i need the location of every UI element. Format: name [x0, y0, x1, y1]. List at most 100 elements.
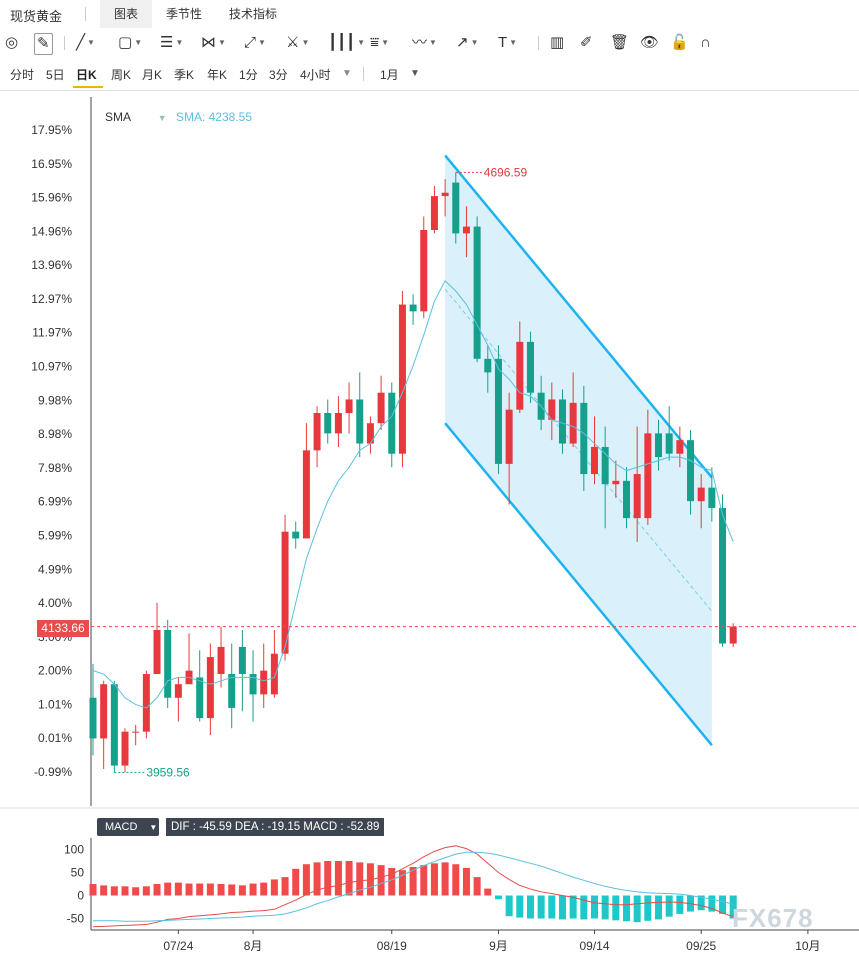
candle-body [441, 192, 449, 197]
candle-body [281, 531, 289, 654]
pattern-tool-icon[interactable]: ⋈ ▼ [201, 34, 226, 51]
eye-icon[interactable]: 👁 [640, 34, 660, 51]
candle-body [452, 182, 460, 234]
macd-bar [473, 877, 481, 896]
y-tick-labels: 17.95% 16.95% 15.96% 14.96% 13.96% 12.97% 11.9… [31, 123, 72, 779]
chart-style-icon[interactable]: ▥ [550, 34, 565, 51]
instrument-title: 现货黄金 [10, 9, 63, 24]
candle-body [324, 413, 332, 434]
tab-seasonality[interactable]: 季节性 [165, 7, 202, 21]
channel-icon[interactable]: ⩸ ▼ [370, 34, 390, 51]
high-price-label: 4696.59 [484, 165, 528, 179]
candle-body [185, 670, 193, 685]
toolbar-divider [64, 36, 65, 50]
pencil-edit-icon[interactable]: ✎ [34, 33, 53, 55]
candle-body [420, 229, 428, 312]
candle-body [505, 409, 513, 464]
macd-bar [665, 895, 673, 917]
range-select[interactable]: 1月 [380, 68, 399, 82]
candle-body [569, 402, 577, 444]
macd-bar [398, 870, 406, 896]
sma-toggle-caret[interactable]: ▼ [157, 113, 167, 123]
channel-lower-line [444, 422, 713, 747]
sma-legend: SMA ▼ SMA: 4238.55 [105, 110, 252, 124]
channel-mid-line [444, 288, 713, 612]
magnet-icon[interactable]: ◎ [5, 34, 19, 51]
period-4hour[interactable]: 4小时 [300, 68, 331, 82]
macd-bar [345, 861, 353, 896]
macd-bar [228, 884, 236, 896]
horizontal-lines-icon[interactable]: ☰ ▼ [160, 34, 184, 51]
magnet-u-icon[interactable]: ∩ [700, 34, 711, 51]
candle-body [633, 474, 641, 519]
macd-bar [292, 868, 300, 896]
macd-bar [334, 861, 342, 896]
period-bar [0, 60, 859, 91]
macd-bar [281, 877, 289, 896]
sma-label[interactable]: SMA [105, 110, 131, 124]
y-tick-label: 8.98% [38, 427, 72, 441]
macd-bar [708, 895, 716, 912]
candle-body [537, 392, 545, 420]
candle-body [377, 392, 385, 424]
period-daily[interactable]: 日K [76, 68, 97, 82]
candle-body [719, 507, 727, 644]
macd-bar [601, 895, 609, 920]
y-tick-label: 6.99% [38, 495, 72, 509]
period-quarterly[interactable]: 季K [174, 68, 195, 82]
candle-body [238, 646, 246, 675]
macd-bar [217, 884, 225, 896]
macd-y-tick: 100 [64, 843, 84, 857]
macd-bar [377, 865, 385, 896]
macd-bar [537, 895, 545, 919]
macd-bar [356, 862, 364, 896]
candle-body [100, 684, 108, 739]
candles [89, 172, 737, 773]
brush-icon[interactable]: 〰 ▼ [412, 34, 437, 51]
macd-bar [623, 895, 630, 922]
range-caret[interactable]: ▼ [410, 68, 420, 79]
period-3min[interactable]: 3分 [269, 68, 288, 82]
title-divider [85, 7, 86, 21]
arrow-icon[interactable]: ↗ ▼ [456, 34, 479, 51]
macd-y-tick: 50 [71, 866, 85, 880]
macd-bar [420, 865, 428, 896]
macd-bar [441, 862, 449, 896]
macd-bar [655, 895, 663, 920]
text-icon[interactable]: T ▼ [498, 34, 518, 51]
macd-bar [548, 895, 556, 919]
macd-selector[interactable]: MACD ▼ [97, 818, 159, 836]
candle-body [526, 341, 534, 393]
period-yearly[interactable]: 年K [207, 68, 228, 82]
path-tool-icon[interactable]: ⤢ ▼ [244, 34, 266, 51]
period-5day[interactable]: 5日 [46, 68, 65, 82]
rectangle-tool-icon[interactable]: ▢ ▼ [118, 34, 143, 51]
period-intraday[interactable]: 分时 [10, 68, 35, 82]
macd-bar [121, 886, 129, 896]
lock-icon[interactable]: 🔓 [670, 34, 689, 51]
candle-body [484, 358, 492, 373]
pen-icon[interactable]: ✐ [580, 34, 593, 51]
macd-bar [430, 863, 438, 896]
y-tick-label: -0.99% [34, 765, 72, 779]
y-tick-label: 2.00% [38, 664, 72, 678]
period-weekly[interactable]: 周K [111, 68, 132, 82]
line-tool-icon[interactable]: ╱ ▼ [76, 34, 95, 51]
trash-icon[interactable]: 🗑 [610, 34, 630, 51]
tab-chart[interactable]: 图表 [100, 0, 152, 28]
candle-body [430, 196, 438, 230]
fibonacci-icon[interactable]: ┃┃┃ ▼ [328, 34, 366, 51]
period-1min[interactable]: 1分 [239, 68, 258, 82]
x-tick-label: 9月 [489, 939, 508, 953]
macd-bar [633, 895, 641, 923]
fork-tool-icon[interactable]: ⚔ ▼ [286, 34, 310, 51]
candle-body [623, 480, 630, 519]
x-tick-label: 10月 [795, 939, 820, 953]
candle-body [708, 487, 716, 508]
more-periods-caret[interactable]: ▼ [342, 68, 352, 79]
tab-technical-indicators[interactable]: 技术指标 [228, 7, 277, 21]
candle-body [334, 413, 342, 434]
toolbar-divider [538, 36, 539, 50]
period-monthly[interactable]: 月K [142, 68, 163, 82]
